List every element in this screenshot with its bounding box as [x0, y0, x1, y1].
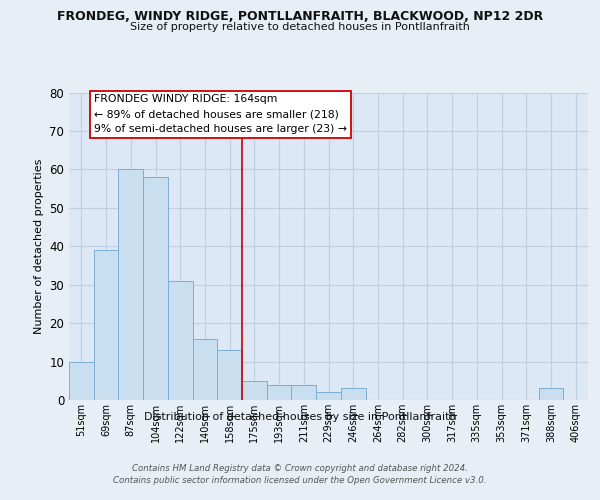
Text: Contains HM Land Registry data © Crown copyright and database right 2024.: Contains HM Land Registry data © Crown c… — [132, 464, 468, 473]
Bar — [143, 177, 168, 400]
Bar — [539, 388, 563, 400]
Bar — [292, 384, 316, 400]
Bar — [217, 350, 242, 400]
Bar — [341, 388, 365, 400]
Bar — [316, 392, 341, 400]
Y-axis label: Number of detached properties: Number of detached properties — [34, 158, 44, 334]
Bar — [69, 362, 94, 400]
Bar — [168, 281, 193, 400]
Bar — [267, 384, 292, 400]
Text: FRONDEG, WINDY RIDGE, PONTLLANFRAITH, BLACKWOOD, NP12 2DR: FRONDEG, WINDY RIDGE, PONTLLANFRAITH, BL… — [57, 10, 543, 23]
Bar — [193, 338, 217, 400]
Bar — [242, 381, 267, 400]
Text: Contains public sector information licensed under the Open Government Licence v3: Contains public sector information licen… — [113, 476, 487, 485]
Text: Distribution of detached houses by size in Pontllanfraith: Distribution of detached houses by size … — [143, 412, 457, 422]
Text: Size of property relative to detached houses in Pontllanfraith: Size of property relative to detached ho… — [130, 22, 470, 32]
Text: FRONDEG WINDY RIDGE: 164sqm
← 89% of detached houses are smaller (218)
9% of sem: FRONDEG WINDY RIDGE: 164sqm ← 89% of det… — [94, 94, 347, 134]
Bar — [94, 250, 118, 400]
Bar — [118, 170, 143, 400]
